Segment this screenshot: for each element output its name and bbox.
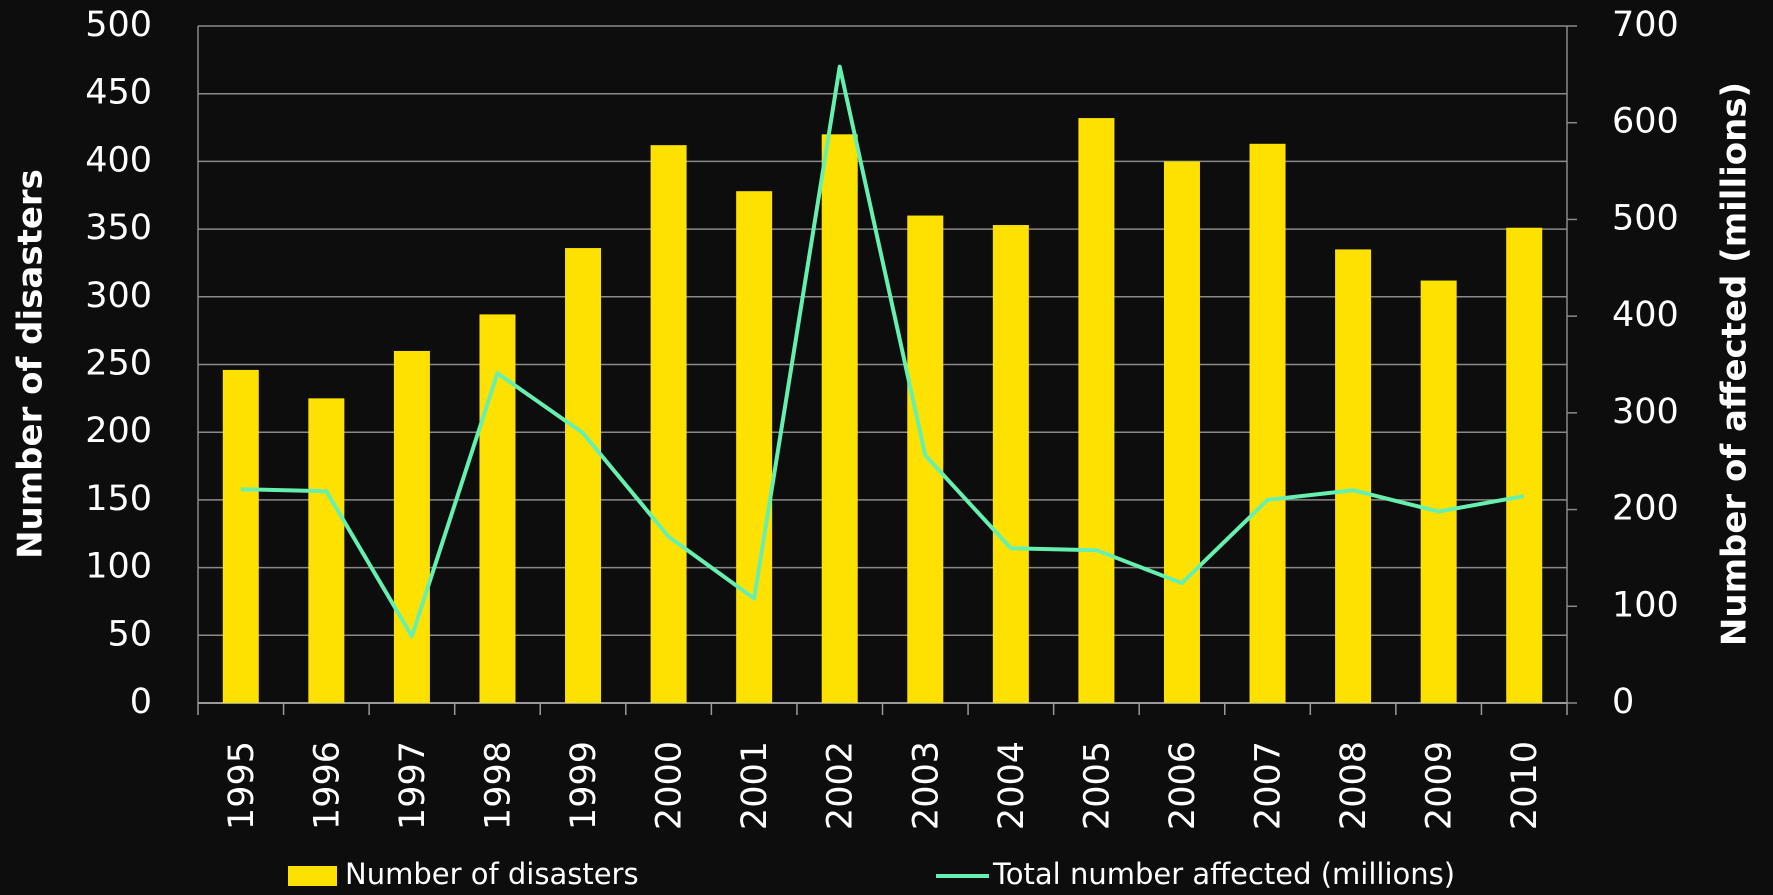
bar [992,225,1029,703]
y2-tick-label: 500 [1612,198,1679,238]
y-tick-label: 450 [85,73,152,113]
y2-tick-label: 400 [1612,295,1679,335]
x-tick-label: 1997 [393,741,433,830]
bar [736,191,773,704]
x-tick-label: 2006 [1163,741,1203,830]
y-tick-label: 400 [85,140,152,180]
x-tick-label: 2004 [992,741,1032,830]
x-tick-label: 2008 [1334,741,1374,830]
x-tick-label: 2007 [1249,741,1289,830]
legend-swatch [288,866,337,886]
bar [1335,249,1372,703]
bar [1506,227,1543,703]
y-tick-label: 500 [85,5,152,45]
bar [821,134,858,703]
x-tick-label: 1996 [307,741,347,830]
x-tick-label: 2001 [735,741,775,830]
legend-label: Number of disasters [345,857,639,891]
y2-tick-label: 100 [1612,585,1679,625]
legend-label: Total number affected (millions) [992,857,1455,891]
x-tick-label: 2009 [1420,741,1460,830]
bar [222,369,259,703]
x-tick-label: 2003 [906,741,946,830]
line-series [240,64,1525,639]
y-tick-label: 50 [107,614,152,654]
y-tick-label: 350 [85,208,152,248]
x-tick-label: 1998 [478,741,518,830]
y2-axis-title: Number of affected (millions) [1715,82,1755,646]
bar [1249,143,1286,704]
y-tick-label: 300 [85,276,152,316]
bar [1163,161,1200,703]
y2-tick-label: 700 [1612,5,1679,45]
x-tick-label: 1995 [222,741,262,830]
bar [650,145,687,704]
y2-tick-label: 0 [1612,682,1634,722]
y-tick-label: 250 [85,344,152,384]
x-tick-label: 2000 [650,741,690,830]
bar [1078,118,1115,703]
bar [565,248,602,703]
y-tick-label: 150 [85,479,152,519]
x-tick-label: 1999 [564,741,604,830]
y2-tick-label: 300 [1612,392,1679,432]
bar [907,215,944,703]
x-tick-label: 2010 [1505,741,1545,830]
y-tick-label: 0 [130,682,152,722]
y2-tick-label: 200 [1612,489,1679,529]
y-tick-label: 200 [85,411,152,451]
bar [1420,280,1457,703]
y-axis-title: Number of disasters [11,169,51,559]
y2-tick-label: 600 [1612,102,1679,142]
x-tick-label: 2002 [821,741,861,830]
bar [308,398,345,703]
x-tick-label: 2005 [1077,741,1117,830]
y-tick-label: 100 [85,547,152,587]
bar [393,350,430,703]
